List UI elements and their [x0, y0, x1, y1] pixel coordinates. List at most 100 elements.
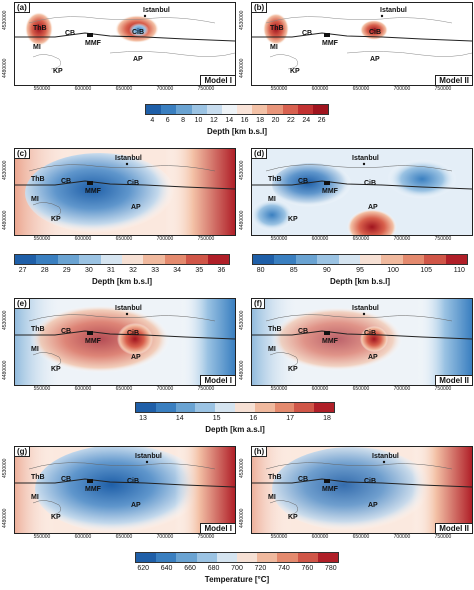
xtick: 650000 — [115, 86, 133, 92]
colorbar-tick-label: 13 — [139, 415, 147, 422]
label-mi: MI — [268, 346, 276, 353]
colorbar-swatch — [161, 105, 177, 114]
model-label: Model I — [200, 375, 235, 385]
colorbar-swatch — [100, 255, 123, 264]
colorbar-swatch — [237, 553, 258, 562]
colorbar-swatch — [234, 403, 255, 412]
xtick: 600000 — [74, 386, 92, 392]
colorbar-tick-label: 15 — [212, 415, 221, 422]
map-e: Istanbul ThB CB CiB MMF MI KP AP — [15, 299, 235, 385]
label-ap: AP — [368, 502, 378, 509]
colorbar-swatch — [207, 255, 230, 264]
ytick: 4530000 — [2, 310, 8, 330]
panel-label: (b) — [252, 3, 268, 13]
xtick: 650000 — [352, 534, 370, 540]
ytick: 4480000 — [2, 210, 8, 230]
label-kp: KP — [53, 68, 63, 75]
colorbar-swatches — [252, 254, 468, 265]
panel-label: (c) — [15, 149, 30, 159]
label-istanbul: Istanbul — [372, 453, 399, 460]
label-cb: CB — [302, 30, 312, 37]
label-thb: ThB — [270, 25, 284, 32]
label-istanbul: Istanbul — [135, 453, 162, 460]
ytick: 4530000 — [239, 458, 245, 478]
colorbar-title: Depth [km b.s.l] — [206, 127, 268, 136]
label-ap: AP — [131, 502, 141, 509]
colorbar-depth-ef: 13 14 15 16 17 18 Depth [km a.s.l] — [135, 402, 335, 438]
colorbar-tick-label: 27 — [18, 267, 27, 274]
label-kp: KP — [51, 366, 61, 373]
label-mi: MI — [268, 494, 276, 501]
colorbar-swatches — [14, 254, 230, 265]
panel-label: (g) — [15, 447, 31, 457]
colorbar-tick-label: 740 — [278, 565, 290, 572]
xtick: 650000 — [115, 534, 133, 540]
ytick: 4530000 — [239, 310, 245, 330]
xtick: 700000 — [393, 236, 411, 242]
xtick: 550000 — [270, 386, 288, 392]
colorbar-swatch — [317, 255, 339, 264]
map-a: Istanbul ThB CB CiB MMF MI KP AP — [15, 7, 235, 75]
label-istanbul: Istanbul — [380, 7, 407, 14]
ytick: 4530000 — [239, 160, 245, 180]
colorbar-tick-label: 85 — [289, 267, 298, 274]
label-mmf: MMF — [85, 486, 102, 493]
colorbar-tick-label: 34 — [173, 267, 182, 274]
model-label: Model II — [435, 375, 472, 385]
label-cib: CiB — [132, 29, 144, 36]
xtick: 550000 — [270, 86, 288, 92]
colorbar-tick-label: 110 — [453, 267, 465, 274]
colorbar-swatch — [191, 105, 207, 114]
label-cib: CiB — [364, 180, 376, 187]
xtick: 700000 — [393, 386, 411, 392]
xtick: 750000 — [197, 86, 215, 92]
colorbar-tick-label: 14 — [175, 415, 184, 422]
panel-d: (d) Istanbul ThB CB CiB MMF MI KP AP 453… — [237, 146, 474, 250]
colorbar-swatch — [282, 105, 298, 114]
xtick: 750000 — [434, 386, 452, 392]
label-cb: CB — [61, 328, 71, 335]
colorbar-tick-label: 760 — [301, 565, 314, 572]
label-istanbul: Istanbul — [352, 155, 379, 162]
colorbar-tick-label: 35 — [195, 267, 204, 274]
xtick: 700000 — [393, 534, 411, 540]
colorbar-swatch — [277, 553, 298, 562]
colorbar-swatch — [360, 255, 382, 264]
ytick: 4480000 — [239, 210, 245, 230]
colorbar-tick-label: 24 — [302, 117, 311, 124]
fault-line — [15, 32, 235, 42]
label-cib: CiB — [369, 29, 381, 36]
panel-label: (d) — [252, 149, 268, 159]
panel-label: (e) — [15, 299, 30, 309]
label-mi: MI — [268, 196, 276, 203]
model-label: Model II — [435, 523, 472, 533]
colorbar-title: Temperature [°C] — [204, 575, 270, 584]
label-mmf: MMF — [322, 188, 339, 195]
xtick: 550000 — [270, 236, 288, 242]
colorbar-swatch — [237, 105, 253, 114]
label-cb: CB — [61, 178, 71, 185]
map-c: Istanbul ThB CB CiB MMF MI KP AP — [15, 149, 235, 235]
colorbar-tick-label: 28 — [40, 267, 49, 274]
label-mmf: MMF — [322, 338, 339, 345]
panel-label: (h) — [252, 447, 268, 457]
colorbar-swatch — [206, 105, 222, 114]
xtick: 750000 — [197, 386, 215, 392]
colorbar-tick-label: 105 — [420, 267, 433, 274]
ytick: 4480000 — [2, 508, 8, 528]
colorbar-swatch — [164, 255, 187, 264]
colorbar-tick-label: 95 — [356, 267, 364, 274]
colorbar-swatches — [135, 552, 339, 563]
xtick: 750000 — [197, 236, 215, 242]
colorbar-swatch — [424, 255, 446, 264]
colorbar-title: Depth [km b.s.l] — [91, 277, 153, 286]
colorbar-swatch — [267, 105, 283, 114]
ytick: 4480000 — [239, 58, 245, 78]
label-mi: MI — [31, 494, 39, 501]
label-mmf: MMF — [85, 338, 102, 345]
colorbar-swatch — [294, 403, 315, 412]
ytick: 4530000 — [2, 10, 8, 30]
colorbar-tick-label: 8 — [181, 117, 186, 124]
colorbar-swatch — [297, 105, 313, 114]
colorbar-title: Depth [km b.s.l] — [329, 277, 391, 286]
